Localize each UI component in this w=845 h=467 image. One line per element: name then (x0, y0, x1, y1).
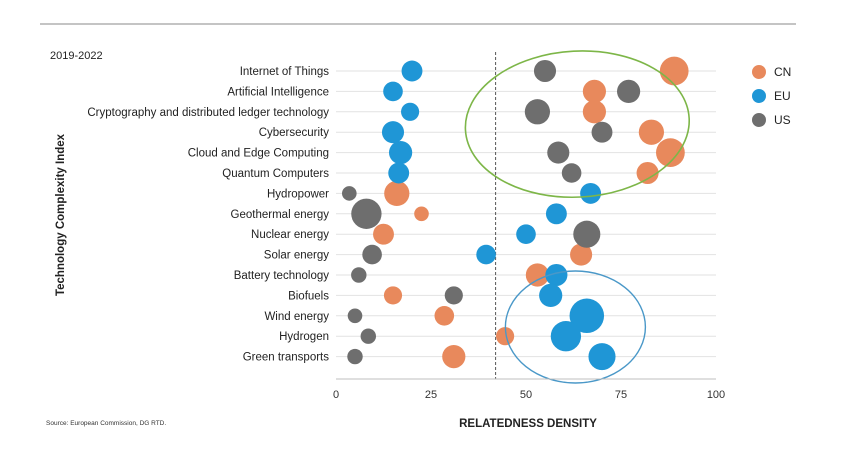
bubble-cn (384, 180, 410, 207)
legend-marker-eu (752, 89, 766, 103)
bubble-us (342, 186, 357, 201)
bubble-eu (383, 81, 403, 102)
bubble-us (362, 244, 382, 265)
bubble-eu (401, 60, 423, 82)
category-label: Cryptography and distributed ledger tech… (87, 107, 329, 119)
category-label: Cybersecurity (259, 127, 330, 139)
category-label: Wind energy (264, 311, 329, 323)
bubble-eu (580, 182, 602, 204)
bubble-us (347, 348, 363, 365)
bubble-us (524, 99, 551, 125)
bubble-us (617, 79, 641, 103)
x-tick-label: 0 (333, 389, 339, 401)
bubble-us (444, 286, 463, 305)
category-label: Hydrogen (279, 331, 329, 343)
bubble-cn (496, 327, 515, 346)
bubble-cn (638, 119, 665, 145)
bubble-us (561, 163, 582, 183)
category-label: Hydropower (267, 188, 329, 200)
category-label: Artificial Intelligence (227, 86, 329, 98)
category-label: Green transports (243, 352, 330, 364)
bubble-eu (516, 224, 536, 244)
legend-marker-us (752, 113, 766, 127)
category-label: Quantum Computers (222, 168, 329, 180)
bubble-cn (434, 306, 455, 326)
bubble-eu (401, 102, 420, 121)
x-axis-title: RELATEDNESS DENSITY (459, 418, 597, 430)
source-note: Source: European Commission, DG RTD. (46, 420, 166, 427)
bubble-eu (539, 283, 563, 307)
bubble-us (591, 121, 613, 143)
x-tick-label: 100 (707, 389, 725, 401)
bubble-eu (545, 263, 568, 287)
x-tick-label: 50 (520, 389, 532, 401)
bubble-us (547, 141, 570, 164)
bubble-cn (373, 223, 394, 245)
x-axis-ticks: 0 25 50 75 100 (333, 389, 725, 401)
bubble-cn (414, 206, 429, 222)
bubble-eu (569, 298, 605, 334)
y-axis-title: Technology Complexity Index (55, 133, 67, 296)
bubble-us (351, 267, 367, 283)
category-label: Biofuels (288, 290, 329, 302)
bubble-eu (381, 121, 405, 144)
category-label: Battery technology (234, 270, 330, 282)
legend-label-eu: EU (774, 89, 791, 103)
bubble-eu (388, 162, 410, 184)
bubble-cn (582, 100, 607, 124)
category-label: Solar energy (264, 250, 329, 262)
green-cluster-ellipse (504, 270, 647, 384)
bubble-cn (383, 286, 403, 305)
bubble-us (351, 198, 382, 229)
legend-marker-cn (752, 65, 766, 79)
bubble-cn (570, 243, 593, 266)
legend: CN EU US (752, 65, 791, 127)
bubble-cn (636, 161, 659, 185)
legend-label-cn: CN (774, 65, 791, 79)
digital-cluster-ellipse (464, 50, 691, 199)
bubble-cn (656, 138, 685, 167)
bubble-eu (588, 343, 616, 371)
category-label: Nuclear energy (251, 229, 329, 241)
x-tick-label: 75 (615, 389, 627, 401)
category-label: Cloud and Edge Computing (188, 148, 329, 160)
bubble-cn (525, 263, 550, 287)
bubble-eu (389, 141, 413, 165)
category-labels: Internet of Things Artificial Intelligenc… (87, 66, 329, 364)
x-tick-label: 25 (425, 389, 437, 401)
category-label: Geothermal energy (231, 209, 330, 221)
bubble-us (573, 220, 601, 248)
bubble-eu (476, 244, 496, 265)
period-label: 2019-2022 (50, 50, 103, 62)
annotation-ellipses (464, 50, 691, 384)
bubble-eu (545, 203, 567, 225)
bubble-cn (659, 56, 689, 86)
category-label: Internet of Things (240, 66, 330, 78)
bubble-cn (442, 345, 466, 369)
bubble-cn (582, 79, 607, 103)
legend-label-us: US (774, 113, 791, 127)
bubble-us (347, 308, 363, 324)
bubble-us (533, 59, 557, 83)
bubble-eu (550, 321, 582, 352)
bubble-us (360, 328, 377, 344)
